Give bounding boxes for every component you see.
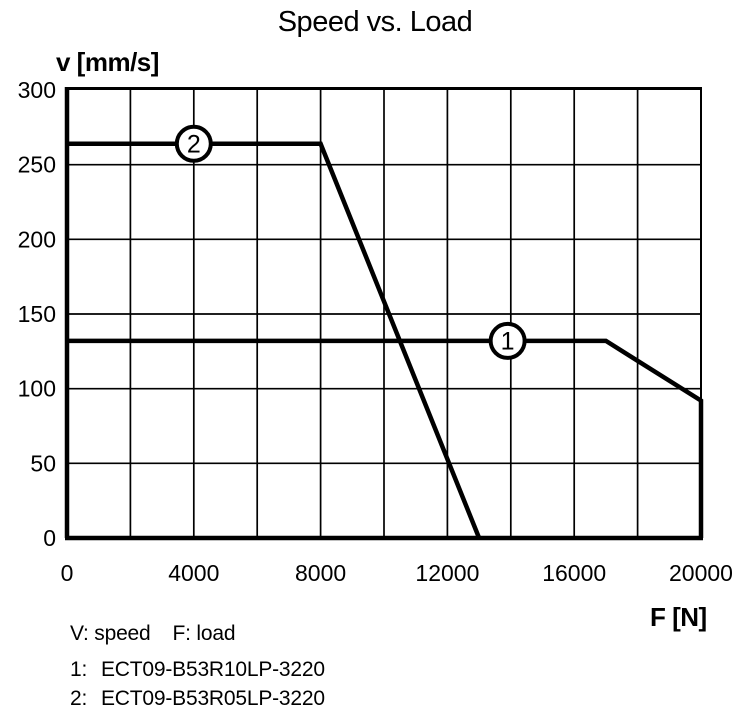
legend: V: speed F: load 1: ECT09-B53R10LP-3220 2… (70, 622, 325, 711)
marker-number-1: 1 (501, 327, 515, 355)
chart-title: Speed vs. Load (277, 6, 473, 38)
y-tick-label: 300 (18, 77, 56, 103)
curve-2 (67, 141, 482, 539)
x-tick-label: 12000 (415, 560, 479, 586)
legend-item-2-label: ECT09-B53R05LP-3220 (101, 687, 325, 710)
legend-item-1-label: ECT09-B53R10LP-3220 (101, 658, 325, 681)
x-tick-label: 8000 (295, 560, 346, 586)
x-tick-label: 16000 (542, 560, 606, 586)
y-tick-label: 50 (30, 450, 56, 476)
y-axis-label: v [mm/s] (56, 47, 159, 77)
legend-item-1-number: 1: (70, 658, 88, 681)
x-axis-label: F [N] (650, 602, 707, 632)
legend-note-load: F: load (172, 622, 236, 645)
y-tick-label: 150 (18, 301, 56, 327)
curve-1 (67, 338, 704, 538)
legend-item-2-number: 2: (70, 687, 88, 710)
legend-note-speed: V: speed (70, 622, 151, 645)
y-tick-label: 0 (43, 525, 56, 551)
y-tick-label: 200 (18, 226, 56, 252)
marker-circle-1 (488, 321, 527, 360)
legend-item-2: 2: ECT09-B53R05LP-3220 (70, 686, 325, 711)
x-tick-label: 4000 (168, 560, 219, 586)
legend-note: V: speed F: load (70, 622, 325, 646)
marker-number-2: 2 (187, 130, 201, 158)
x-tick-label: 0 (61, 560, 74, 586)
y-tick-label: 100 (18, 376, 56, 402)
marker-circle-2 (174, 124, 213, 163)
y-tick-label: 250 (18, 152, 56, 178)
legend-item-1: 1: ECT09-B53R10LP-3220 (70, 657, 325, 682)
x-tick-label: 20000 (669, 560, 733, 586)
